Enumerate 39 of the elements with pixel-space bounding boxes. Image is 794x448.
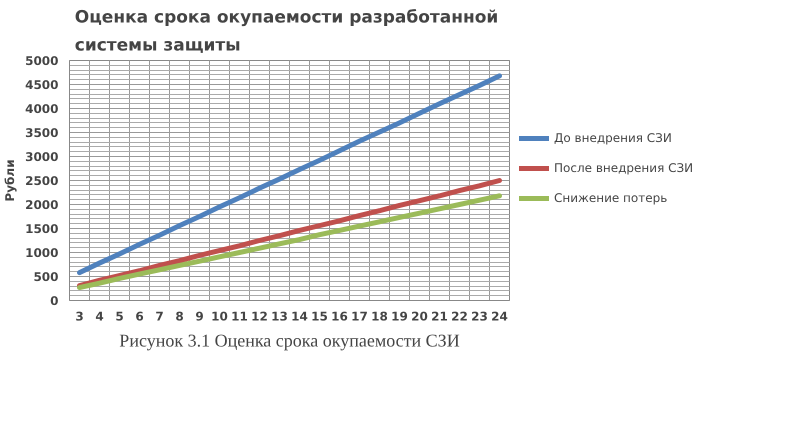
x-tick-label: 11 bbox=[231, 310, 248, 324]
text: Рисунок 3.1 Оценка срока окупаемости СЗИ bbox=[119, 330, 460, 350]
x-tick-label: 20 bbox=[411, 310, 428, 324]
x-tick-label: 16 bbox=[331, 310, 348, 324]
x-tick-label: 3 bbox=[75, 310, 84, 324]
x-tick-label: 24 bbox=[491, 310, 508, 324]
x-tick-label: 6 bbox=[135, 310, 144, 324]
x-tick-label: 7 bbox=[155, 310, 164, 324]
x-tick-label: 10 bbox=[211, 310, 228, 324]
y-tick-label: 0 bbox=[50, 294, 59, 308]
y-tick-label: 1000 bbox=[25, 246, 59, 260]
x-tick-label: 9 bbox=[195, 310, 204, 324]
x-tick-label: 8 bbox=[175, 310, 184, 324]
y-tick-label: 2500 bbox=[25, 174, 59, 188]
x-tick-label: 22 bbox=[451, 310, 468, 324]
y-tick-label: 2000 bbox=[25, 198, 59, 212]
x-tick-label: 23 bbox=[471, 310, 488, 324]
y-tick-label: 5000 bbox=[25, 54, 59, 68]
y-axis-title: Рубли bbox=[3, 159, 18, 202]
legend-label: После внедрения СЗИ bbox=[554, 160, 694, 174]
legend-label: До внедрения СЗИ bbox=[554, 130, 672, 144]
x-tick-label: 18 bbox=[371, 310, 388, 324]
x-tick-label: 14 bbox=[291, 310, 308, 324]
x-tick-label: 17 bbox=[351, 310, 368, 324]
y-tick-label: 1500 bbox=[25, 222, 59, 236]
x-tick-label: 15 bbox=[311, 310, 328, 324]
y-tick-label: 4500 bbox=[25, 78, 59, 92]
y-tick-label: 500 bbox=[33, 270, 59, 284]
x-tick-label: 13 bbox=[271, 310, 288, 324]
legend-label: Снижение потерь bbox=[554, 190, 668, 204]
y-tick-label: 3000 bbox=[25, 150, 59, 164]
x-tick-label: 19 bbox=[391, 310, 408, 324]
x-tick-label: 21 bbox=[431, 310, 448, 324]
chart-title: Оценка срока окупаемости разработанной системы защиты bbox=[74, 8, 498, 56]
y-tick-label: 3500 bbox=[25, 126, 59, 140]
x-tick-label: 12 bbox=[251, 310, 268, 324]
y-tick-label: 4000 bbox=[25, 102, 59, 116]
x-tick-label: 4 bbox=[95, 310, 104, 324]
x-tick-label: 5 bbox=[115, 310, 124, 324]
